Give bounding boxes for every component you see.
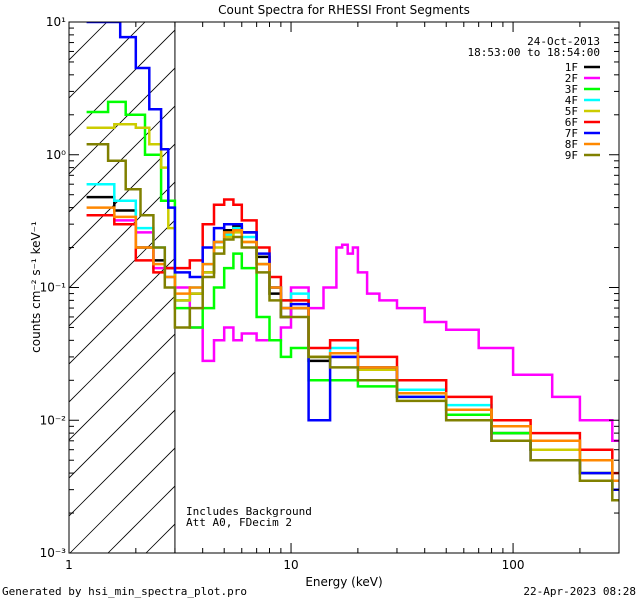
- chart-title: Count Spectra for RHESSI Front Segments: [218, 3, 470, 17]
- y-axis-label: counts cm⁻² s⁻¹ keV⁻¹: [29, 221, 43, 353]
- x-tick-label: 1: [65, 558, 73, 572]
- annotation-attenuator: Att A0, FDecim 2: [186, 516, 292, 529]
- legend-label: 8F: [565, 138, 578, 151]
- y-tick-label: 10⁻³: [40, 546, 67, 560]
- legend-date: 24-Oct-2013: [527, 35, 600, 48]
- series-2F: [86, 214, 619, 443]
- legend-label: 7F: [565, 127, 578, 140]
- y-tick-label: 10¹: [46, 15, 66, 29]
- x-tick-label: 100: [502, 558, 525, 572]
- series-9F: [86, 142, 619, 502]
- legend-label: 3F: [565, 83, 578, 96]
- y-tick-label: 10⁻²: [40, 413, 67, 427]
- legend-label: 2F: [565, 72, 578, 85]
- legend-label: 9F: [565, 149, 578, 162]
- x-axis-label: Energy (keV): [305, 575, 382, 589]
- legend-label: 4F: [565, 94, 578, 107]
- axis-ticks: 1 10 100 10⁻³ 10⁻² 10⁻¹ 10⁰ 10¹: [40, 15, 620, 572]
- footer-generated-by: Generated by hsi_min_spectra_plot.pro: [2, 585, 247, 598]
- legend-label: 1F: [565, 61, 578, 74]
- footer-date: 22-Apr-2023 08:28: [523, 585, 636, 598]
- legend-label: 5F: [565, 105, 578, 118]
- series-group: [86, 22, 619, 502]
- legend-time-range: 18:53:00 to 18:54:00: [468, 46, 600, 59]
- annotation-background: Includes Background: [186, 505, 312, 518]
- y-tick-label: 10⁰: [46, 148, 66, 162]
- legend-label: 6F: [565, 116, 578, 129]
- x-tick-label: 10: [283, 558, 298, 572]
- y-tick-label: 10⁻¹: [40, 281, 67, 295]
